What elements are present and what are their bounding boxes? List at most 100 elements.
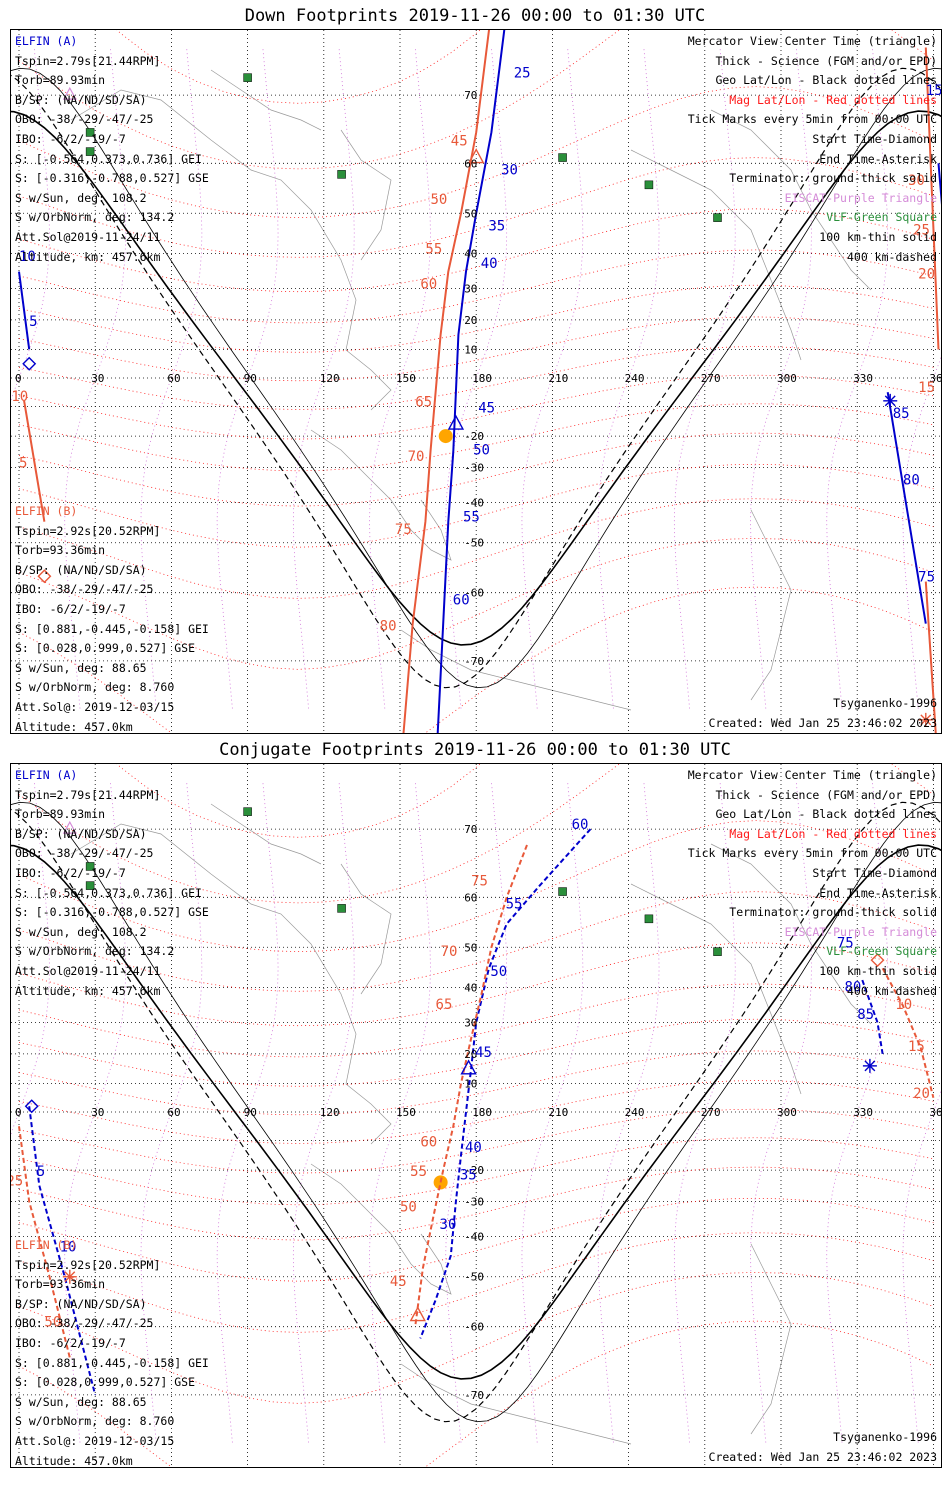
map-legend: Mercator View Center Time (triangle) Thic… <box>688 32 937 267</box>
orbit-tracks <box>18 828 935 1396</box>
elfin-a-tick-label: 50 <box>490 964 507 980</box>
down-footprints-title: Down Footprints 2019-11-26 00:00 to 01:3… <box>244 6 706 26</box>
elfin-b-info: ELFIN (B) Tspin=2.92s[20.52RPM] Torb=93.36… <box>15 502 209 733</box>
mag-meridians <box>11 47 941 709</box>
elfin-a-tick-label: 75 <box>837 935 854 951</box>
elfin-a-tick-label: 10 <box>60 1240 77 1256</box>
elfin-b-info-line: S: [0.881,-0.445,-0.158] GEI <box>15 1355 209 1370</box>
elfin-a-info-line: S: [-0.316,-0.788,0.527] GSE <box>15 171 209 186</box>
elfin-b-tick-label: 60 <box>420 276 437 292</box>
elfin-b-start-diamond <box>870 953 885 968</box>
lon-tick-label: 330 <box>853 372 873 385</box>
lat-tick-label: 40 <box>464 248 477 261</box>
lat-tick-label: -20 <box>464 430 484 443</box>
elfin-a-info-line: Altitude, km: 457.6km <box>15 983 161 998</box>
elfin-b-center-triangle <box>468 148 485 164</box>
legend-entry: Mercator View Center Time (triangle) <box>687 34 937 48</box>
elfin-a-tick-label: 55 <box>506 896 523 912</box>
elfin-b-tick-label: 25 <box>11 1173 23 1189</box>
lat-tick-label: -40 <box>464 496 484 509</box>
lat-tick-label: -50 <box>464 1271 484 1284</box>
vlf-green-square <box>558 887 567 896</box>
elfin-b-info-line: IBO: -6/2/-19/-7 <box>15 601 126 616</box>
vlf-green-square <box>337 170 346 179</box>
elfin-b-tick-label: 60 <box>420 1134 437 1150</box>
lat-tick-label: -60 <box>464 587 484 600</box>
lon-tick-label: 360 <box>929 372 942 385</box>
legend-entry: Terminator: ground-thick solid <box>729 171 937 186</box>
elfin-b-tick-label: 50 <box>430 192 447 208</box>
elfin-b-info-line: IBO: -6/2/-19/-7 <box>15 1335 126 1350</box>
legend-entry: End Time-Asterisk <box>819 885 937 900</box>
lon-tick-label: 120 <box>320 1106 340 1119</box>
elfin-b-tick-label: 65 <box>415 395 432 411</box>
elfin-b-info-line: Att.Sol@: 2019-12-03/15 <box>15 699 175 714</box>
lat-tick-label: 10 <box>464 343 477 356</box>
elfin-a-center-triangle <box>447 414 465 430</box>
legend-entry: Tick Marks every 5min from 00:00 UTC <box>687 112 937 127</box>
terminator <box>11 67 941 689</box>
elfin-a-tick-label: 35 <box>488 218 505 234</box>
elfin-a-info-line: Att.Sol@2019-11-24/11 <box>15 963 161 978</box>
elfin-a-info-line: IBO: -6/2/-19/-7 <box>15 865 126 880</box>
elfin-b-info-line: B/SP: (NA/ND/SD/SA) <box>15 562 147 577</box>
eiscat-purple-triangle <box>62 86 77 100</box>
subsolar-point <box>438 429 453 444</box>
elfin-a-info-line: Tspin=2.79s[21.44RPM] <box>15 787 161 802</box>
elfin-b-track-right <box>881 967 935 1099</box>
lat-tick-label: -60 <box>464 1321 484 1334</box>
elfin-b-tick-label: 65 <box>436 997 453 1013</box>
geo-grid <box>11 764 941 1467</box>
vlf-stations <box>85 807 722 956</box>
elfin-a-tick-label: 30 <box>440 1217 457 1233</box>
elfin-a-tick-label: 80 <box>845 979 862 995</box>
elfin-b-info-line: S w/Sun, deg: 88.65 <box>15 660 147 675</box>
elfin-b-tick-label: 15 <box>918 380 935 396</box>
elfin-b-info-line: B/SP: (NA/ND/SD/SA) <box>15 1296 147 1311</box>
elfin-b-tick-label: 20 <box>918 266 935 282</box>
elfin-a-tick-label: 40 <box>465 1140 482 1156</box>
lon-tick-label: 180 <box>472 1106 492 1119</box>
elfin-a-start-diamond <box>24 1099 39 1114</box>
elfin-a-center-triangle <box>460 1059 477 1075</box>
legend-entry: Terminator: ground-thick solid <box>729 905 937 920</box>
elfin-a-tick-label: 5 <box>29 314 37 330</box>
legend-entry: VLF-Green Square <box>826 944 937 959</box>
mag-grid <box>18 764 934 1467</box>
elfin-a-track-right-2 <box>886 392 927 624</box>
track-tick-labels: 25 30 35 40 45 50 55 60 45 50 55 60 65 70 75 80 10 5 10 5 15… <box>11 66 941 635</box>
elfin-a-tick-label: 45 <box>478 400 495 416</box>
elfin-a-info-line: S w/Sun, deg: 108.2 <box>15 190 147 205</box>
lat-tick-label: -70 <box>464 1389 484 1402</box>
legend-entry: Tick Marks every 5min from 00:00 UTC <box>687 846 937 861</box>
legend-entry: VLF-Green Square <box>826 210 937 225</box>
legend-entry: Thick - Science (FGM and/or EPD) <box>715 787 937 802</box>
vlf-green-square <box>558 153 567 162</box>
elfin-a-info-line: Altitude, km: 457.6km <box>15 249 161 264</box>
elfin-a-tick-label: 80 <box>903 472 920 488</box>
elfin-b-info-line: OBO: -38/-29/-47/-25 <box>15 1316 154 1331</box>
vlf-green-square <box>644 180 654 190</box>
lon-tick-label: 270 <box>701 1106 721 1119</box>
lon-tick-label: 0 <box>15 1106 22 1119</box>
elfin-a-tick-label: 40 <box>481 256 498 272</box>
elfin-b-center-triangle <box>409 1306 426 1322</box>
elfin-a-tick-label: 85 <box>893 406 910 422</box>
legend-entry: End Time-Asterisk <box>819 151 937 166</box>
elfin-b-track <box>402 30 491 733</box>
lon-tick-label: 90 <box>244 372 257 385</box>
vlf-green-square <box>85 128 95 137</box>
elfin-b-tick-label: 70 <box>441 944 458 960</box>
elfin-a-info-line: Torb=89.93min <box>15 807 106 822</box>
vlf-green-square <box>713 947 722 956</box>
lon-tick-label: 300 <box>777 1106 797 1119</box>
elfin-a-info-line: S w/Sun, deg: 108.2 <box>15 924 147 939</box>
elfin-b-tick-label: 50 <box>44 1315 61 1331</box>
lon-tick-label: 210 <box>548 1106 568 1119</box>
legend-entry: Geo Lat/Lon - Black dotted lines <box>715 807 937 822</box>
lat-tick-label: 10 <box>464 1077 477 1090</box>
elfin-b-tick-label: 25 <box>913 222 930 238</box>
axis-labels: 0 30 60 90 120 150 180 210 240 270 300 330 360 70 60 50… <box>15 823 941 1402</box>
elfin-a-name: ELFIN (A) <box>15 34 78 48</box>
elfin-b-info-line: S w/Sun, deg: 88.65 <box>15 1394 147 1409</box>
